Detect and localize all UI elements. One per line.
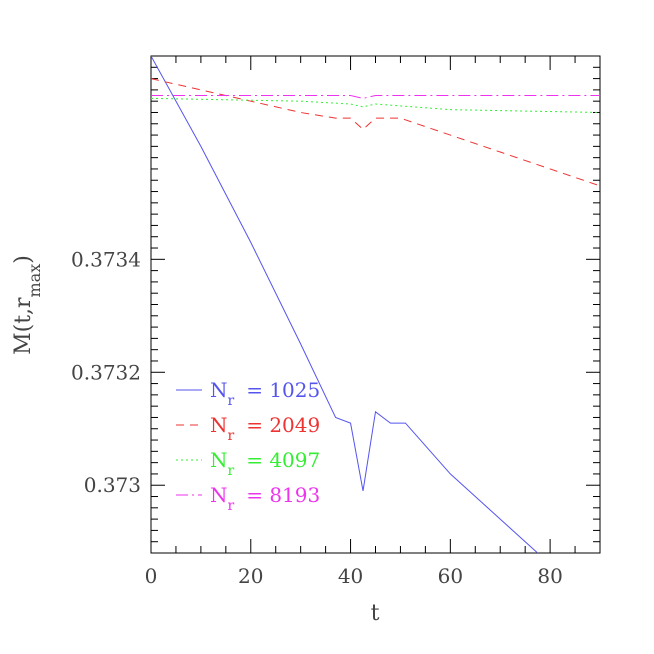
legend-label-base: N — [210, 413, 228, 437]
legend-label-value: = 8193 — [246, 483, 320, 507]
plot-frame — [150, 55, 601, 554]
y-axis-label-base: M(t,r — [11, 297, 36, 355]
x-tick-label: 80 — [537, 564, 562, 588]
legend-label-3: Nr = 4097 — [210, 448, 320, 479]
y-tick-label: 0.3732 — [71, 360, 141, 384]
series-line-3 — [151, 97, 600, 113]
x-axis-label: t — [371, 601, 380, 626]
x-tick-label: 60 — [438, 564, 463, 588]
y-axis-label-close: ) — [11, 255, 36, 264]
legend-label-4: Nr = 8193 — [210, 483, 320, 514]
legend: Nr = 1025 Nr = 2049 Nr = 4097 Nr = 8193 — [176, 378, 320, 514]
legend-label-1: Nr = 1025 — [210, 378, 320, 409]
legend-label-2: Nr = 2049 — [210, 413, 320, 444]
legend-label-sub: r — [228, 428, 235, 444]
legend-label-value: = 1025 — [246, 378, 320, 402]
x-tick-label: 40 — [338, 564, 363, 588]
legend-label-sub: r — [228, 498, 235, 514]
legend-label-value: = 4097 — [246, 448, 320, 472]
legend-label-base: N — [210, 483, 228, 507]
x-tick-labels: 0 20 40 60 80 — [145, 564, 563, 588]
series-line-2 — [151, 78, 600, 187]
legend-label-value: = 2049 — [246, 413, 320, 437]
y-tick-labels: 0.373 0.3732 0.3734 — [71, 247, 141, 497]
tick-marks — [150, 55, 601, 554]
series-group — [151, 56, 600, 553]
x-tick-label: 0 — [145, 564, 158, 588]
y-tick-label: 0.3734 — [71, 247, 141, 271]
legend-label-base: N — [210, 448, 228, 472]
legend-label-base: N — [210, 378, 228, 402]
series-line-1 — [151, 56, 539, 553]
y-tick-label: 0.373 — [84, 473, 141, 497]
legend-label-sub: r — [228, 393, 235, 409]
y-axis-label: M(t,rmax) — [11, 255, 44, 355]
x-tick-label: 20 — [238, 564, 263, 588]
legend-label-sub: r — [228, 463, 235, 479]
series-line-4 — [151, 95, 600, 99]
y-axis-label-sub: max — [25, 264, 44, 298]
